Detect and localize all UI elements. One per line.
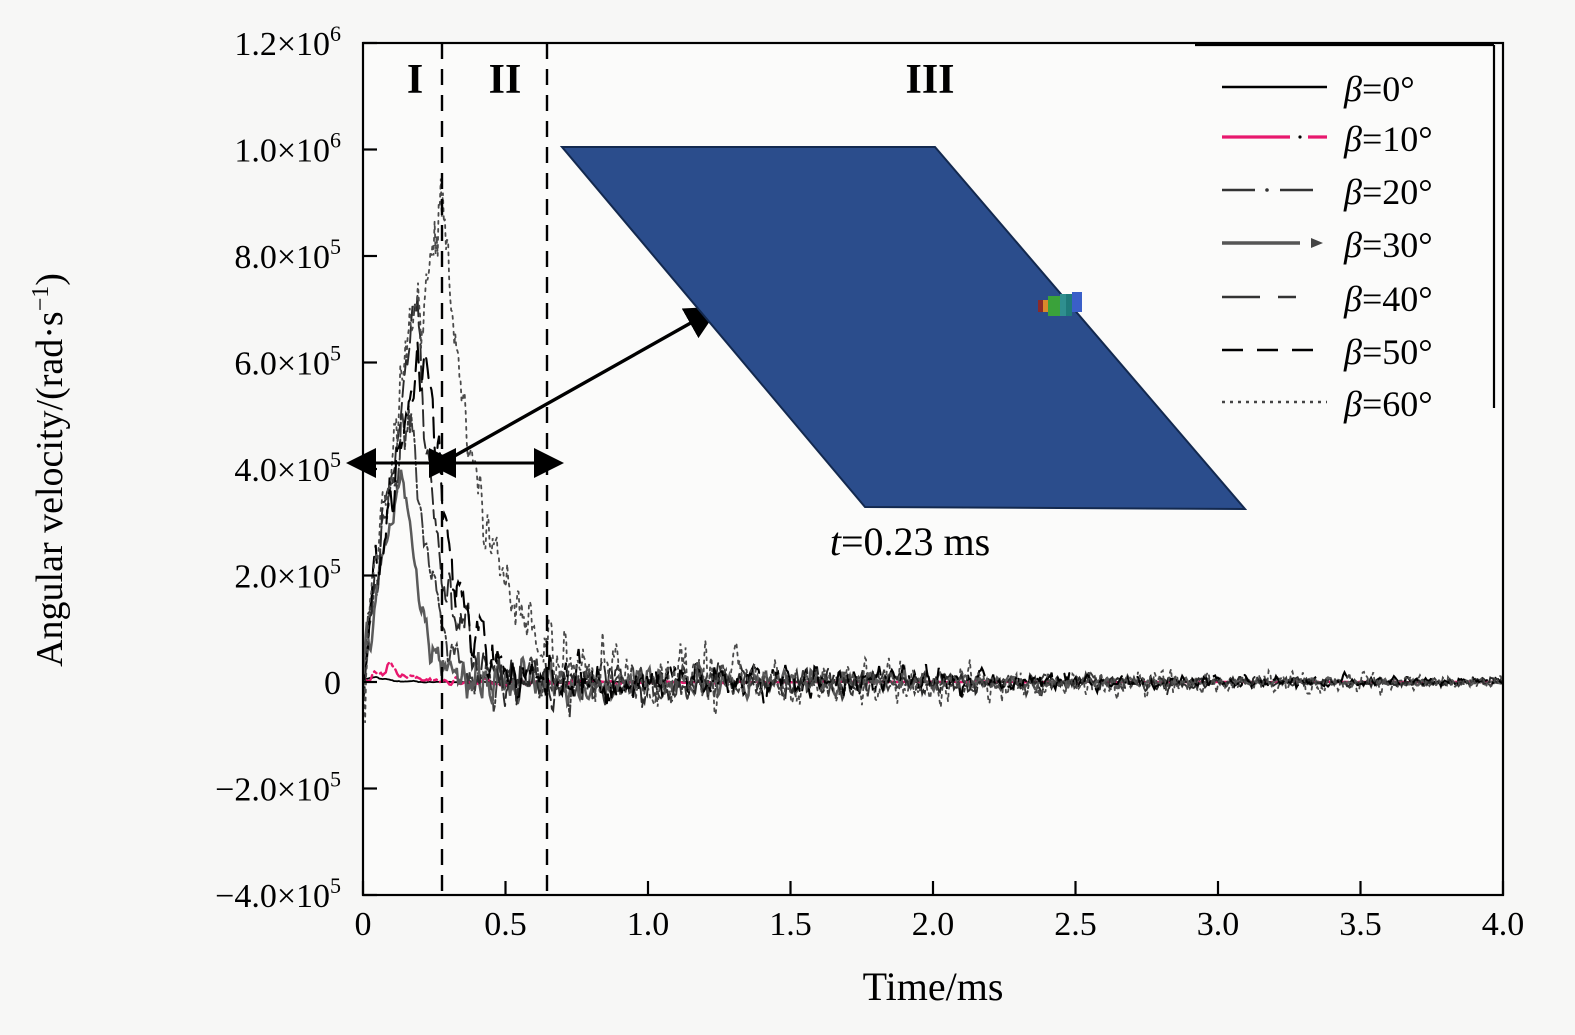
svg-text:I: I bbox=[407, 57, 423, 103]
svg-text:0: 0 bbox=[324, 665, 341, 702]
svg-text:6.0×105: 6.0×105 bbox=[234, 341, 341, 383]
svg-text:Time/ms: Time/ms bbox=[863, 964, 1004, 1009]
svg-text:Angular velocity/(rad·s−1): Angular velocity/(rad·s−1) bbox=[28, 273, 71, 667]
svg-text:β=50°: β=50° bbox=[1343, 332, 1433, 372]
svg-text:β=60°: β=60° bbox=[1343, 384, 1433, 424]
svg-text:4.0×105: 4.0×105 bbox=[234, 447, 341, 489]
svg-text:1.5: 1.5 bbox=[769, 906, 812, 943]
svg-text:0.5: 0.5 bbox=[484, 906, 527, 943]
svg-text:2.0: 2.0 bbox=[912, 906, 955, 943]
svg-text:−2.0×105: −2.0×105 bbox=[215, 767, 341, 809]
svg-text:β=20°: β=20° bbox=[1343, 172, 1433, 212]
svg-text:2.5: 2.5 bbox=[1054, 906, 1097, 943]
svg-text:3.0: 3.0 bbox=[1197, 906, 1240, 943]
svg-text:1.0: 1.0 bbox=[627, 906, 670, 943]
svg-text:3.5: 3.5 bbox=[1339, 906, 1382, 943]
svg-text:2.0×105: 2.0×105 bbox=[234, 554, 341, 596]
svg-text:1.0×106: 1.0×106 bbox=[234, 128, 341, 170]
svg-text:t=0.23 ms: t=0.23 ms bbox=[830, 519, 990, 564]
svg-text:8.0×105: 8.0×105 bbox=[234, 234, 341, 276]
svg-text:1.2×106: 1.2×106 bbox=[234, 21, 341, 63]
svg-text:β=10°: β=10° bbox=[1343, 119, 1433, 159]
svg-text:III: III bbox=[905, 57, 954, 103]
svg-text:−4.0×105: −4.0×105 bbox=[215, 873, 341, 915]
svg-text:II: II bbox=[489, 57, 522, 103]
svg-text:β=30°: β=30° bbox=[1343, 225, 1433, 265]
svg-text:β=40°: β=40° bbox=[1343, 279, 1433, 319]
svg-text:β=0°: β=0° bbox=[1343, 69, 1415, 109]
svg-text:4.0: 4.0 bbox=[1482, 906, 1525, 943]
svg-text:0: 0 bbox=[355, 906, 372, 943]
